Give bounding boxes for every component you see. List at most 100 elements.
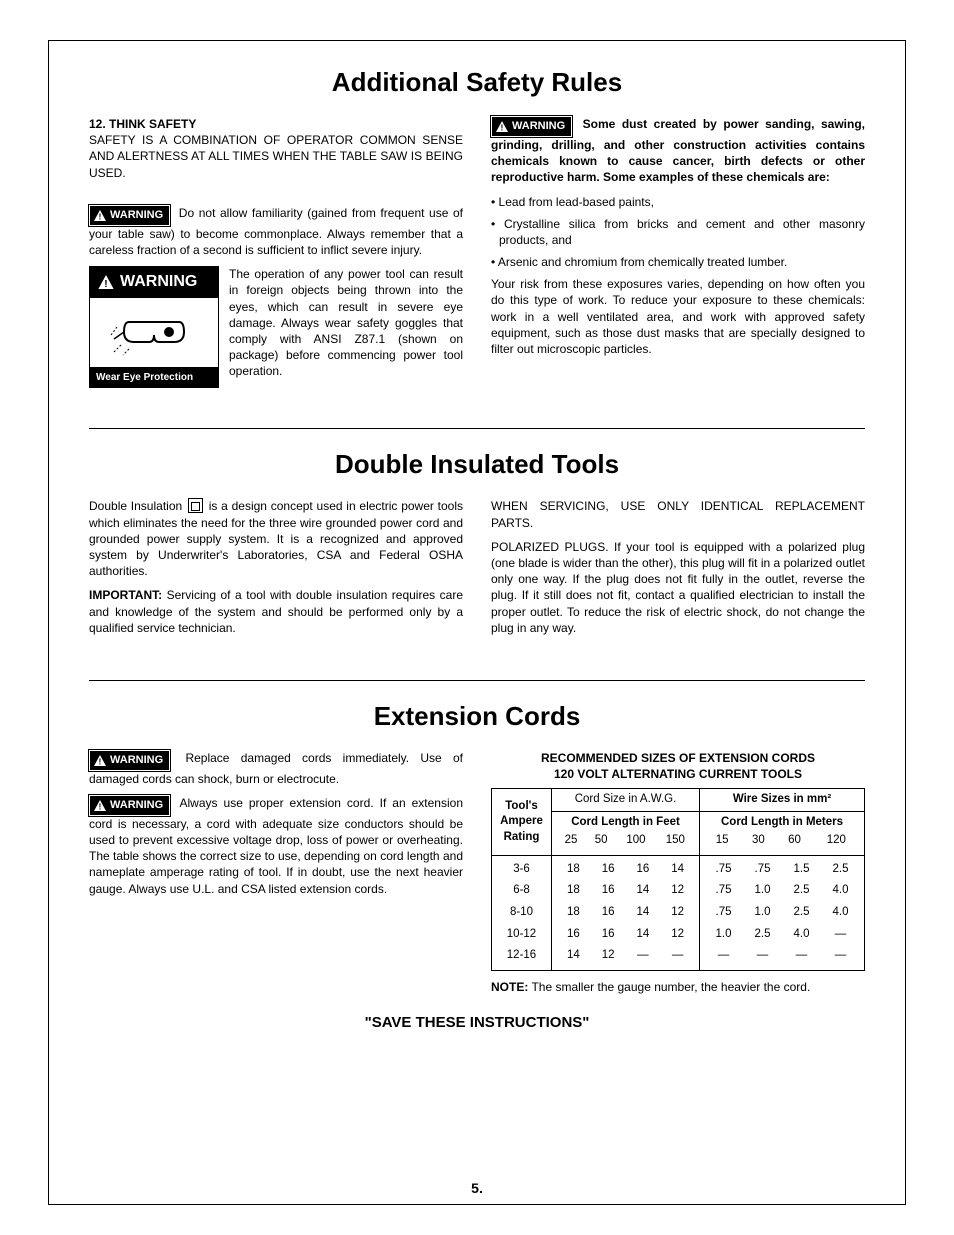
awg-4-0: 14 (556, 945, 591, 967)
divider-1 (89, 428, 865, 429)
f150: 150 (656, 830, 695, 852)
svg-text:!: ! (501, 124, 504, 133)
section3-title: Extension Cords (89, 699, 865, 734)
amp-0: 3-6 (496, 859, 547, 881)
m30: 30 (740, 830, 776, 852)
divider-2 (89, 680, 865, 681)
svg-text:!: ! (99, 757, 102, 766)
mm-0-0: .75 (704, 859, 743, 881)
awg-col: 181616141816141218161412161614121412—— (552, 855, 700, 970)
section3-left: ! WARNING Replace damaged cords immediat… (89, 750, 463, 1003)
table-title-2: 120 VOLT ALTERNATING CURRENT TOOLS (554, 767, 802, 781)
chem-item-0: Lead from lead-based paints, (491, 194, 865, 210)
section1-right: ! WARNING Some dust created by power san… (491, 116, 865, 392)
col-ampere: Tool's Ampere Rating (492, 789, 552, 856)
col-mm-head: Wire Sizes in mm² (700, 789, 865, 812)
rule12-title: 12. THINK SAFETY (89, 117, 196, 131)
mm-col: .75.751.52.5.751.02.54.0.751.02.54.01.02… (700, 855, 865, 970)
section1-columns: 12. THINK SAFETY SAFETY IS A COMBINATION… (89, 116, 865, 392)
awg-2-0: 18 (556, 902, 591, 924)
warning-badge-1: ! WARNING (89, 205, 170, 226)
warning-triangle-icon: ! (98, 275, 114, 289)
col0a: Tool's (505, 800, 538, 812)
awg-4-1: 12 (591, 945, 626, 967)
awg-1-1: 16 (591, 880, 626, 902)
mm-3-3: — (821, 924, 860, 946)
section1-title: Additional Safety Rules (89, 65, 865, 100)
mm-2-0: .75 (704, 902, 743, 924)
awg-3-0: 16 (556, 924, 591, 946)
mm-1-2: 2.5 (782, 880, 821, 902)
eye-protection-block: ! WARNING Wear Eye Protection The operat… (89, 266, 463, 392)
di-p2: IMPORTANT: Servicing of a tool with doub… (89, 587, 463, 636)
col0c: Rating (504, 831, 540, 843)
awg-0-3: 14 (660, 859, 695, 881)
sub-meters: Cord Length in Meters 15 30 60 120 (700, 811, 865, 855)
warning-familiarity: ! WARNING Do not allow familiarity (gain… (89, 205, 463, 258)
cord-warn2-label: WARNING (110, 798, 163, 813)
mm-2-3: 4.0 (821, 902, 860, 924)
warning-badge-2: ! WARNING (491, 116, 572, 137)
chemical-list: Lead from lead-based paints, Crystalline… (491, 194, 865, 271)
table-note: NOTE: The smaller the gauge number, the … (491, 979, 865, 995)
page-frame: Additional Safety Rules 12. THINK SAFETY… (48, 40, 906, 1205)
goggles-icon (89, 298, 219, 368)
cord-warn1: ! WARNING Replace damaged cords immediat… (89, 750, 463, 787)
svg-text:!: ! (104, 279, 107, 289)
awg-0-2: 16 (626, 859, 661, 881)
mm-4-3: — (821, 945, 860, 967)
awg-3-3: 12 (660, 924, 695, 946)
warning-triangle-icon: ! (94, 800, 106, 811)
section2-right: WHEN SERVICING, USE ONLY IDENTICAL REPLA… (491, 498, 865, 644)
col0b: Ampere (500, 815, 543, 827)
section2-title: Double Insulated Tools (89, 447, 865, 482)
warning-badge-3: ! WARNING (89, 750, 170, 771)
note-text: The smaller the gauge number, the heavie… (528, 980, 810, 994)
f50: 50 (586, 830, 616, 852)
awg-3-1: 16 (591, 924, 626, 946)
awg-0-0: 18 (556, 859, 591, 881)
mm-1-3: 4.0 (821, 880, 860, 902)
awg-1-2: 14 (626, 880, 661, 902)
section1-left: 12. THINK SAFETY SAFETY IS A COMBINATION… (89, 116, 463, 392)
section3-columns: ! WARNING Replace damaged cords immediat… (89, 750, 865, 1003)
mm-2-1: 1.0 (743, 902, 782, 924)
rule12: 12. THINK SAFETY SAFETY IS A COMBINATION… (89, 116, 463, 181)
data-body: 3-66-88-1010-1212-16 1816161418161412181… (492, 855, 865, 970)
section3-right: RECOMMENDED SIZES OF EXTENSION CORDS 120… (491, 750, 865, 1003)
awg-4-2: — (626, 945, 661, 967)
col-awg-head: Cord Size in A.W.G. (552, 789, 700, 812)
mm-0-2: 1.5 (782, 859, 821, 881)
warn2-label: WARNING (512, 119, 565, 134)
di-p1a: Double Insulation (89, 499, 186, 513)
chem-item-2: Arsenic and chromium from chemically tre… (491, 254, 865, 270)
mm-3-1: 2.5 (743, 924, 782, 946)
save-instructions: "SAVE THESE INSTRUCTIONS" (89, 1013, 865, 1033)
amp-1: 6-8 (496, 880, 547, 902)
warning-triangle-icon: ! (94, 210, 106, 221)
warning-triangle-icon: ! (94, 755, 106, 766)
awg-3-2: 14 (626, 924, 661, 946)
double-insulation-icon (188, 498, 203, 513)
table-title: RECOMMENDED SIZES OF EXTENSION CORDS 120… (491, 750, 865, 782)
f25: 25 (556, 830, 586, 852)
section2-columns: Double Insulation is a design concept us… (89, 498, 865, 644)
awg-0-1: 16 (591, 859, 626, 881)
mm-3-0: 1.0 (704, 924, 743, 946)
mm-0-1: .75 (743, 859, 782, 881)
m15: 15 (704, 830, 740, 852)
di-p1: Double Insulation is a design concept us… (89, 498, 463, 579)
mm-0-3: 2.5 (821, 859, 860, 881)
chem-item-1: Crystalline silica from bricks and cemen… (491, 216, 865, 248)
awg-1-3: 12 (660, 880, 695, 902)
svg-text:!: ! (99, 212, 102, 221)
awg-2-2: 14 (626, 902, 661, 924)
warning-triangle-icon: ! (496, 121, 508, 132)
di-p2-bold: IMPORTANT: (89, 588, 162, 602)
mm-4-2: — (782, 945, 821, 967)
awg-2-1: 16 (591, 902, 626, 924)
awg-1-0: 18 (556, 880, 591, 902)
amp-col: 3-66-88-1010-1212-16 (492, 855, 552, 970)
eye-box: ! WARNING Wear Eye Protection (89, 266, 219, 388)
eye-header-label: WARNING (120, 271, 197, 293)
